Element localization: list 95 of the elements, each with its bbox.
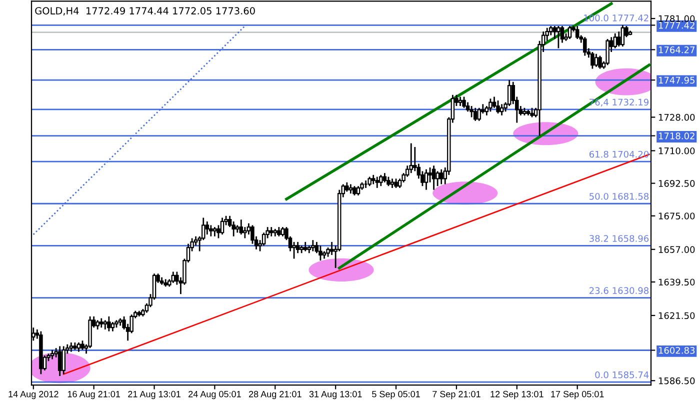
x-tick-label: 24 Aug 05:01 [188,390,241,400]
candlestick [496,100,500,114]
x-tick-label: 17 Sep 05:01 [551,390,604,400]
candlestick [552,25,557,40]
candlestick [428,166,432,184]
candlestick [590,51,594,70]
y-tick-label: 1692.50 [658,180,695,187]
y-tick-label: 1710.00 [658,147,695,154]
x-tick-label: 31 Aug 13:01 [309,390,362,400]
x-tick-label: 7 Sep 21:01 [432,390,480,400]
candlestick [280,226,285,238]
y-tick-label: 1657.00 [658,246,695,253]
ref-line-label: 0.0 1585.74 [595,371,649,378]
candlestick [356,185,360,196]
candlestick [606,38,610,66]
candlestick [470,105,474,118]
ref-line-label: 50.0 1681.58 [590,192,649,200]
y-tick-label: 1621.50 [658,312,695,320]
candlestick [352,185,356,196]
candlestick [432,164,436,191]
candlestick [424,168,428,191]
candlestick [220,217,224,236]
candlestick [330,241,334,256]
candlestick [390,178,394,189]
candlestick [110,321,115,332]
ref-line-label: 38.2 1658.96 [590,235,649,242]
candlestick [345,182,349,192]
candlestick [303,241,308,252]
candlestick [436,170,440,187]
candlestick [100,318,104,328]
ref-line-label: 61.8 1704.20 [589,150,649,158]
candlestick [488,98,492,112]
candlestick [617,30,621,48]
x-tick-label: 16 Aug 21:01 [68,390,120,400]
y-tick-label: 1764.27 [658,46,695,54]
candlestick [375,176,380,189]
candlestick [568,25,572,40]
candlestick [371,174,376,185]
candlestick [239,218,244,236]
candlestick [269,226,274,238]
candlestick [409,142,414,174]
candlestick [500,103,504,116]
candlestick [311,239,315,252]
candlestick [103,319,108,330]
candlestick [58,346,62,377]
candlestick [209,224,213,238]
candlestick [80,340,84,351]
y-tick-label: 1602.83 [658,346,695,354]
candlestick [96,319,100,330]
candlestick [379,174,383,187]
y-tick-label: 1639.50 [658,278,695,286]
candlestick [243,226,247,239]
candlestick [458,96,462,107]
ref-line-label: 23.6 1630.98 [590,287,649,294]
candlestick [477,107,482,122]
text: GOLD,H4 1772.49 1774.44 1772.05 1773.60 [35,7,255,16]
candlestick [171,271,176,284]
candlestick [613,32,617,50]
candlestick [473,107,478,122]
x-tick-label: 12 Sep 13:01 [490,390,544,400]
candlestick [394,178,398,189]
y-tick-label: 1586.50 [658,377,695,384]
candlestick [583,36,587,56]
candlestick [277,226,281,238]
x-tick-label: 5 Sep 05:01 [372,390,420,400]
y-tick-label: 1777.42 [658,22,694,29]
candlestick [594,53,598,68]
candlestick [556,25,560,50]
candlestick [530,107,534,118]
candlestick [386,176,390,187]
candlestick [107,316,111,332]
candlestick [575,25,580,40]
x-tick-label: 21 Aug 13:01 [128,390,180,400]
candlestick [62,346,66,375]
candlestick [205,220,210,236]
x-tick-label: 28 Aug 21:01 [248,390,302,400]
candlestick [212,226,217,238]
candlestick [620,24,625,48]
candlestick [216,224,220,239]
x-tick-label: 14 Aug 2012 [8,390,58,400]
candlestick [318,244,322,262]
candlestick [50,349,54,360]
candlestick [382,172,387,184]
y-tick-label: 1728.00 [658,114,695,121]
candlestick [598,55,602,70]
candlestick [368,176,372,187]
candlestick [348,184,353,194]
candlestick [462,96,466,109]
candlestick [76,342,81,352]
y-tick-label: 1675.00 [658,212,695,220]
candlestick [439,168,444,185]
candlestick [69,342,74,352]
y-tick-label: 1747.95 [658,76,694,84]
candlestick [292,241,296,260]
y-tick-label: 1718.02 [658,132,694,140]
